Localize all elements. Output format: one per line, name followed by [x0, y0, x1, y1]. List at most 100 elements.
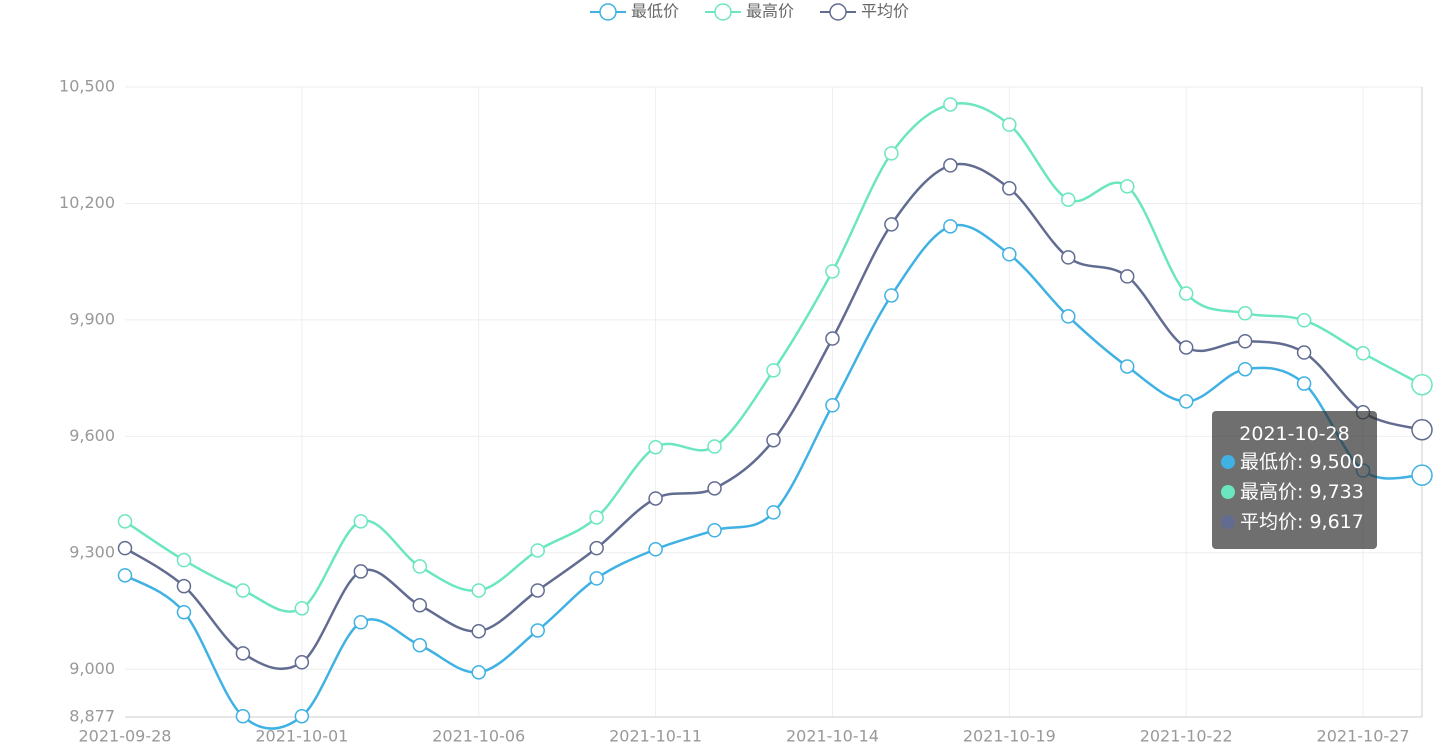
data-point	[589, 540, 604, 556]
data-point	[1411, 419, 1433, 441]
data-point	[943, 158, 958, 173]
legend-symbol	[829, 3, 847, 21]
data-point	[353, 615, 369, 630]
data-point	[648, 542, 663, 557]
y-tick-label: 9,300	[69, 542, 115, 561]
tooltip-row: 平均价: 9,617	[1221, 507, 1377, 537]
tooltip-row: 最高价: 9,733	[1221, 477, 1377, 507]
data-point	[589, 510, 604, 525]
data-point	[1178, 394, 1194, 409]
data-point	[117, 568, 133, 583]
data-point	[117, 540, 133, 556]
series-line	[124, 223, 1423, 730]
tooltip-series: 最高价	[1240, 481, 1298, 503]
data-point	[471, 583, 486, 598]
data-point	[707, 439, 722, 454]
y-tick-label: 9,900	[69, 309, 115, 328]
data-point	[825, 331, 840, 346]
x-tick-label: 2021-10-19	[963, 727, 1056, 743]
x-tick-label: 2021-10-06	[432, 727, 525, 743]
tooltip: 2021-10-28 最低价: 9,500 最高价: 9,733 平均价: 9,61…	[1212, 411, 1377, 549]
data-point	[235, 646, 251, 661]
data-point	[766, 432, 781, 448]
data-point	[825, 398, 840, 413]
y-tick-label: 9,000	[69, 659, 115, 678]
x-tick-label: 2021-10-27	[1317, 727, 1410, 743]
data-point	[1411, 373, 1433, 396]
tooltip-series: 平均价	[1240, 511, 1298, 533]
data-point	[235, 583, 251, 598]
legend-symbol	[599, 3, 617, 21]
data-point	[235, 708, 251, 724]
tooltip-value: 9,733	[1309, 481, 1364, 503]
x-tick-label: 2021-10-14	[786, 727, 879, 743]
data-point	[1296, 345, 1312, 360]
data-point	[1061, 309, 1076, 324]
data-point	[471, 665, 486, 680]
data-point	[1119, 269, 1135, 284]
data-point	[943, 97, 958, 112]
data-point	[884, 288, 899, 303]
data-point	[943, 219, 958, 234]
x-tick-label: 2021-10-11	[609, 727, 702, 743]
tooltip-marker	[1221, 515, 1235, 529]
data-point	[294, 601, 310, 616]
data-point	[294, 708, 310, 724]
data-point	[884, 146, 899, 161]
x-tick-label: 2021-10-22	[1140, 727, 1233, 743]
y-tick-label: 10,200	[59, 193, 115, 212]
data-point	[117, 514, 133, 529]
data-point	[1002, 181, 1017, 196]
tooltip-series: 最低价	[1240, 451, 1298, 473]
data-point	[1002, 117, 1017, 132]
legend-label: 最低价	[631, 2, 679, 21]
data-point	[1061, 250, 1076, 265]
data-point	[1119, 179, 1135, 194]
data-point	[412, 559, 428, 574]
data-point	[353, 564, 369, 579]
x-tick-label: 2021-09-28	[79, 727, 172, 743]
data-point	[589, 571, 604, 586]
data-point	[353, 514, 369, 529]
data-point	[530, 623, 545, 638]
legend-label: 最高价	[746, 2, 794, 21]
data-point	[1061, 192, 1076, 207]
data-point	[176, 604, 192, 620]
data-point	[412, 597, 428, 613]
data-point	[1355, 346, 1371, 361]
data-point	[1411, 464, 1433, 486]
data-point	[648, 491, 663, 506]
data-point	[1178, 340, 1194, 355]
data-point	[1002, 247, 1017, 262]
data-point	[1237, 334, 1253, 349]
data-point	[530, 583, 545, 598]
y-tick-label: 10,500	[59, 77, 115, 96]
x-tick-label: 2021-10-01	[255, 727, 348, 743]
data-point	[1296, 376, 1312, 391]
tooltip-marker	[1221, 485, 1235, 499]
tooltip-value: 9,500	[1309, 451, 1364, 473]
data-point	[1296, 313, 1312, 328]
data-point	[766, 363, 781, 378]
data-point	[648, 439, 663, 455]
data-point	[412, 637, 428, 653]
tooltip-value: 9,617	[1309, 511, 1364, 533]
data-point	[884, 217, 899, 232]
legend-label: 平均价	[861, 2, 909, 21]
data-point	[471, 623, 486, 639]
y-tick-label: 9,600	[69, 426, 115, 445]
tooltip-marker	[1221, 455, 1235, 469]
data-point	[176, 552, 192, 568]
tooltip-row: 最低价: 9,500	[1221, 447, 1377, 477]
legend-symbol	[714, 3, 732, 21]
data-point	[1178, 286, 1194, 301]
data-point	[1119, 359, 1135, 374]
data-point	[825, 264, 840, 279]
data-point	[1237, 306, 1253, 321]
legend-item: 平均价	[820, 2, 909, 21]
legend-item: 最高价	[705, 2, 794, 21]
tooltip-title: 2021-10-28	[1239, 423, 1350, 445]
legend-item: 最低价	[590, 2, 679, 21]
